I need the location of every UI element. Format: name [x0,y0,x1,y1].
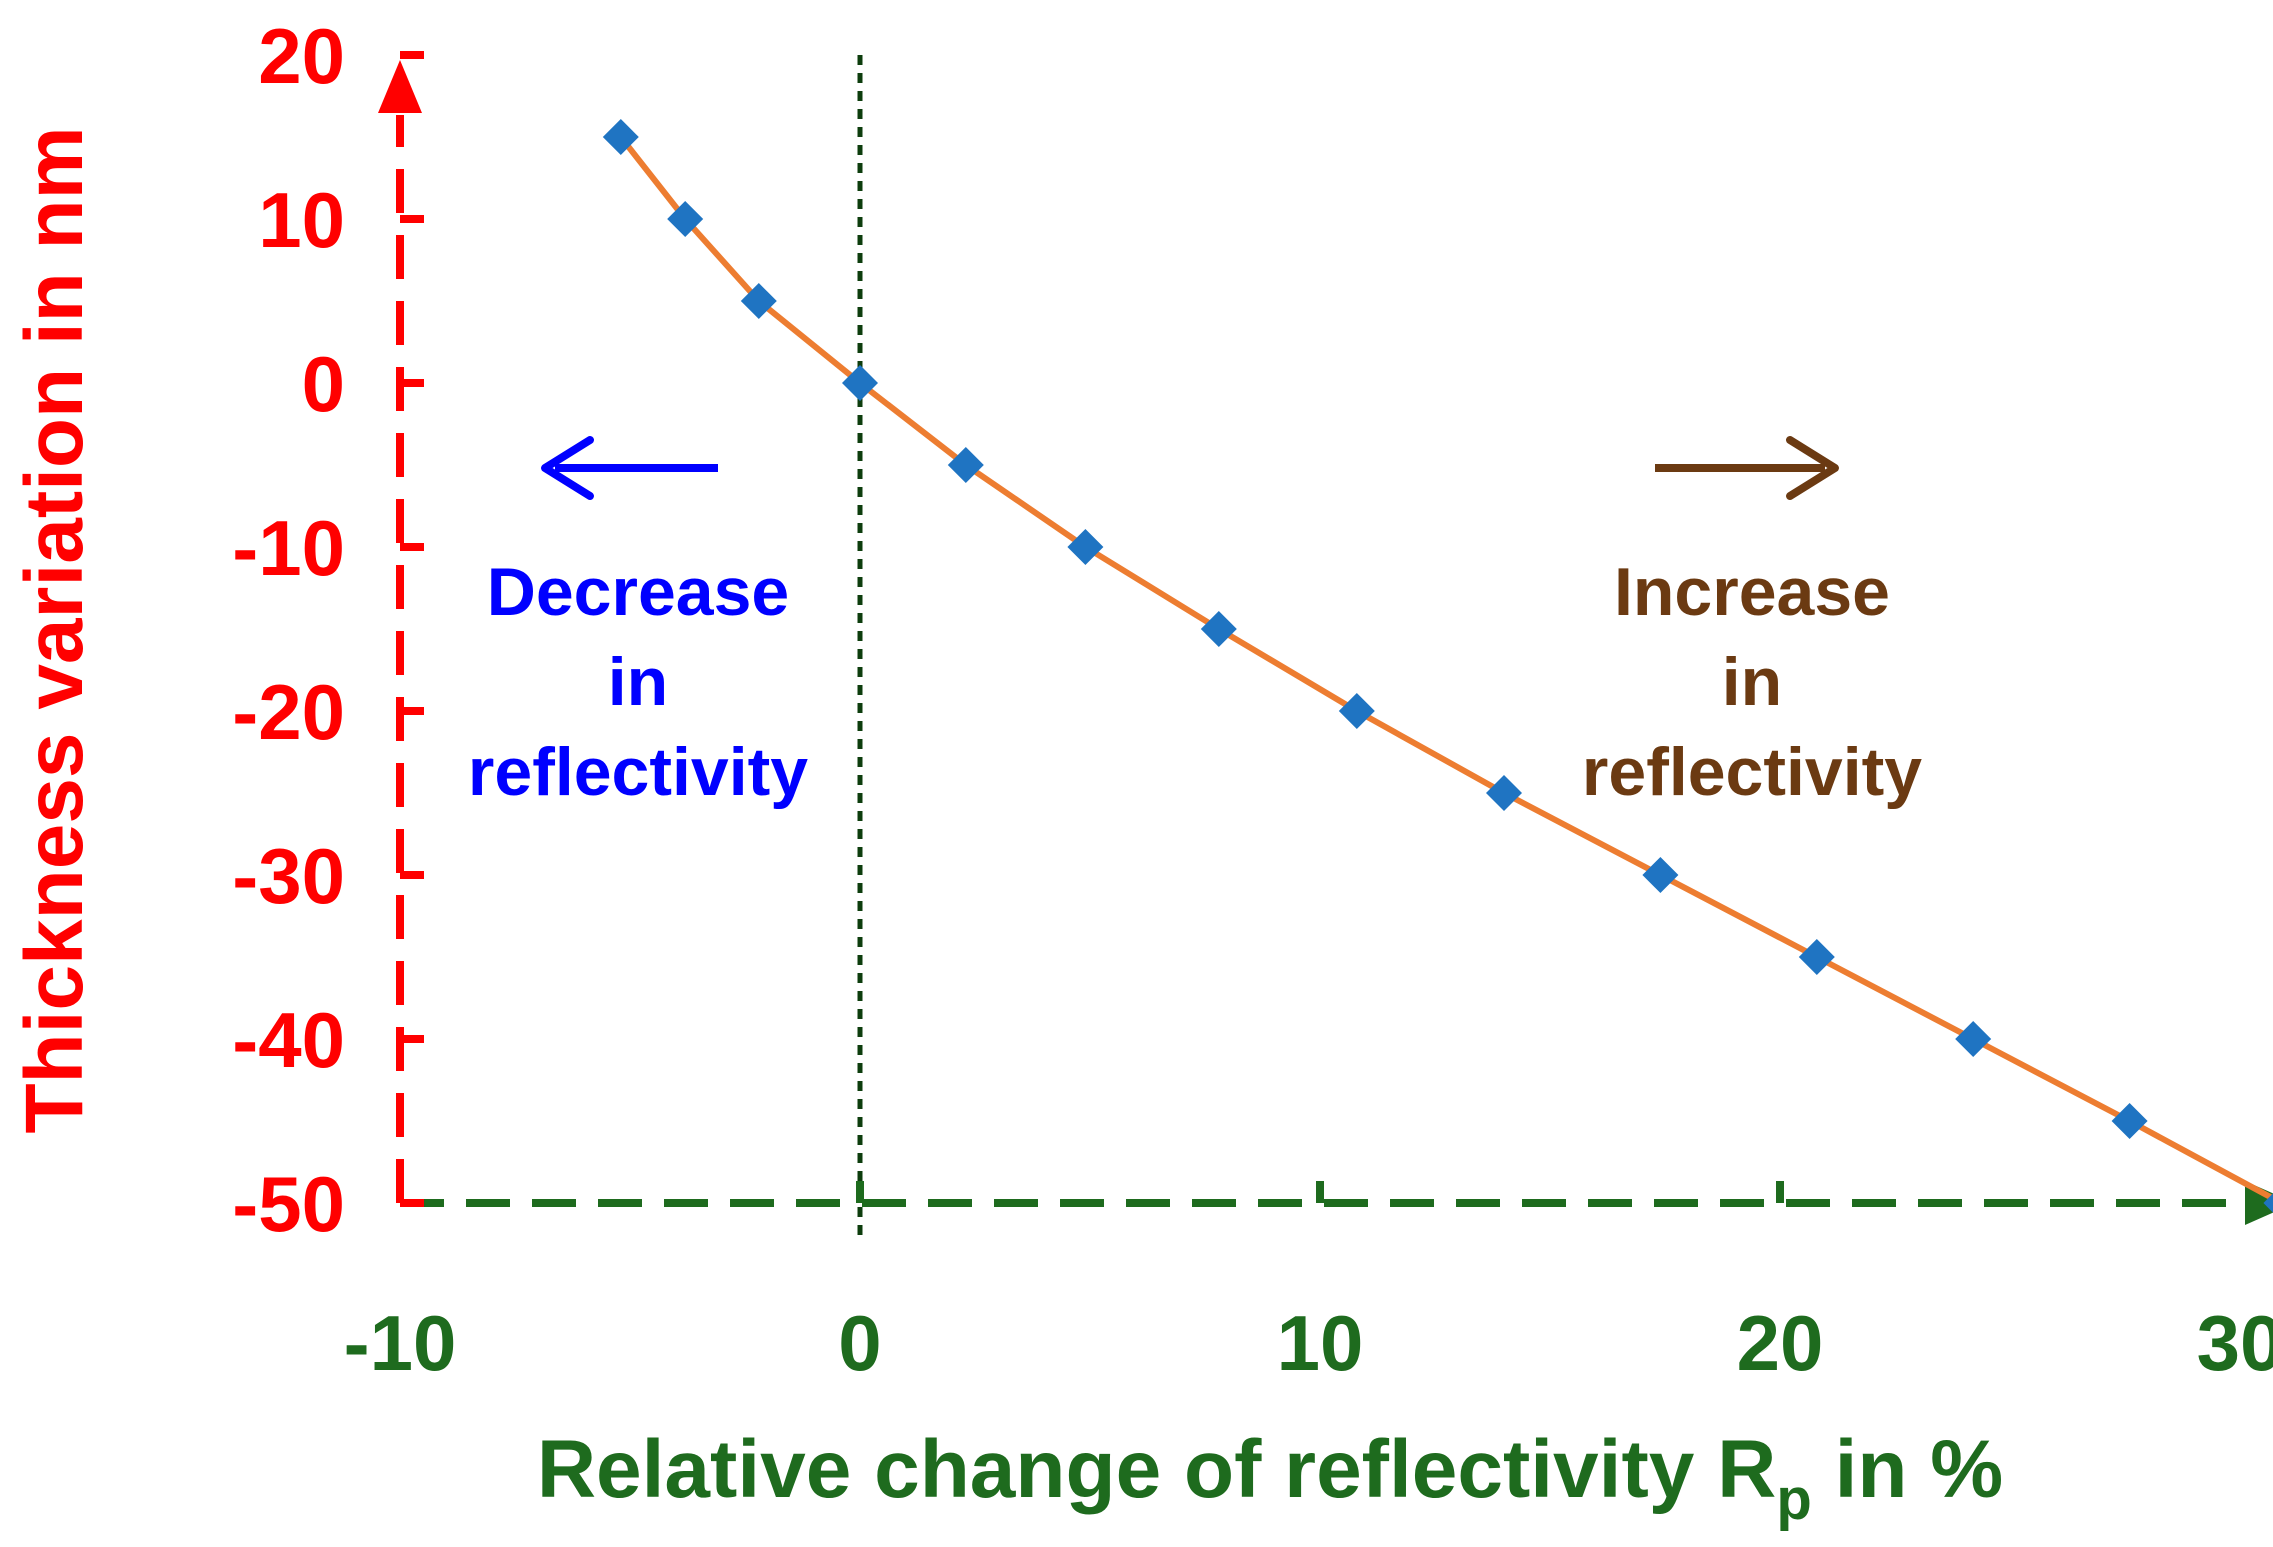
x-axis-label: Relative change of reflectivity Rp in % [537,1424,2003,1532]
decrease-arrow-head [541,436,594,500]
increase-arrow-head [1786,436,1839,500]
increase-annotation-line: Increase [1614,554,1890,630]
series-line [618,135,2273,1202]
data-point-marker [2111,1103,2148,1139]
x-tick-label: 10 [1277,1299,1364,1387]
y-tick-label: 0 [302,340,345,428]
data-layer [541,119,2273,1213]
data-point-marker [1798,939,1835,975]
y-tick-label: 20 [258,12,345,100]
data-point-marker [842,365,878,401]
x-tick-label: 30 [2197,1299,2273,1387]
data-point-marker [740,283,777,319]
increase-annotation-line: reflectivity [1582,734,1922,810]
y-tick-label: -50 [232,1160,345,1248]
y-tick-label: -10 [232,504,345,592]
text-layer: 20 10 0 -10 -20 -30 -40 -50 -10 0 10 20 30 Thickness … [9,12,2273,1532]
x-axis-label-main: Relative change of reflectivity R [537,1424,1777,1515]
data-point-marker [1642,857,1679,893]
data-point-marker [2263,1193,2273,1213]
y-tick-label: -30 [232,832,345,920]
data-point-marker [1200,611,1237,647]
y-tick-label: -40 [232,996,345,1084]
increase-annotation-line: in [1722,644,1782,720]
x-tick-label: 0 [838,1299,881,1387]
data-point-marker [1067,529,1104,565]
decrease-annotation-line: in [608,644,668,720]
y-tick-label: 10 [258,176,345,264]
x-axis-label-subscript: p [1776,1467,1811,1532]
x-tick-label: -10 [344,1299,457,1387]
data-point-marker [1486,775,1522,811]
x-tick-label: 20 [1737,1299,1824,1387]
axes-layer [378,51,2273,1238]
y-axis-arrow [378,60,422,113]
data-point-marker [667,201,704,237]
data-point-marker [947,447,984,483]
data-point-marker [1338,693,1375,729]
decrease-annotation-line: reflectivity [468,734,808,810]
data-point-marker [1955,1021,1992,1057]
data-point-marker [602,119,639,155]
y-tick-label: -20 [232,668,345,756]
decrease-annotation-line: Decrease [487,554,789,630]
x-axis-label-tail: in % [1812,1424,2003,1515]
y-axis-label: Thickness variation in nm [9,126,100,1133]
